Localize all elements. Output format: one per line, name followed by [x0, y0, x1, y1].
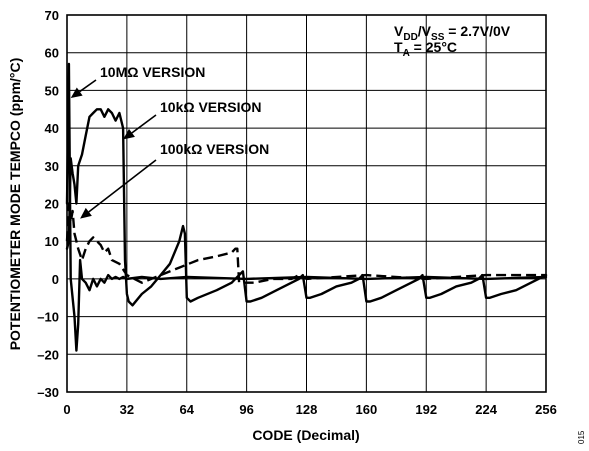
- y-tick-label: –30: [37, 385, 59, 400]
- y-axis-title: POTENTIOMETER MODE TEMPCO (ppm/°C): [7, 58, 23, 351]
- annotation-label: 10kΩ VERSION: [160, 99, 262, 115]
- cond-temp-value: = 25°C: [410, 39, 457, 55]
- annotations: 10MΩ VERSION 10kΩ VERSION 100kΩ VERSION: [70, 64, 269, 219]
- cond-ta: T: [394, 39, 403, 55]
- x-tick-label: 224: [475, 402, 497, 417]
- y-tick-labels: –30 –20 –10 0 10 20 30 40 50 60 70: [37, 8, 59, 400]
- x-tick-label: 0: [63, 402, 70, 417]
- cond-vdd: V: [394, 23, 404, 39]
- series-group: [65, 62, 548, 352]
- series-line-3: [65, 62, 548, 352]
- figure-id: 015: [577, 430, 586, 444]
- x-tick-label: 96: [239, 402, 253, 417]
- y-tick-label: 30: [45, 159, 59, 174]
- series-line-1: [65, 108, 548, 307]
- condition-temp: TA = 25°C: [394, 39, 457, 59]
- condition-supply: VDD/VSS = 2.7V/0V: [394, 23, 511, 43]
- x-axis-title: CODE (Decimal): [252, 427, 359, 443]
- x-tick-label: 32: [120, 402, 134, 417]
- cond-vss-sub: SS: [431, 32, 445, 43]
- plot-frame: [66, 14, 547, 393]
- y-tick-label: 70: [45, 8, 59, 23]
- x-tick-label: 192: [415, 402, 437, 417]
- y-tick-label: 20: [45, 197, 59, 212]
- y-tick-label: –20: [37, 347, 59, 362]
- y-tick-label: 10: [45, 234, 59, 249]
- cond-supply-value: = 2.7V/0V: [444, 23, 510, 39]
- annotation-arrow: [131, 114, 157, 134]
- x-tick-label: 128: [296, 402, 318, 417]
- x-tick-label: 160: [356, 402, 378, 417]
- annotation-label: 10MΩ VERSION: [100, 64, 205, 80]
- annotation-arrow: [88, 159, 157, 213]
- annotation-arrowhead: [123, 128, 135, 140]
- y-tick-label: 40: [45, 121, 59, 136]
- y-tick-label: 0: [52, 272, 59, 287]
- annotation-label: 100kΩ VERSION: [160, 141, 269, 157]
- annotation-arrowhead: [80, 207, 92, 219]
- cond-vss: /V: [418, 23, 432, 39]
- y-tick-label: –10: [37, 310, 59, 325]
- x-tick-label: 256: [535, 402, 557, 417]
- annotation-arrowhead: [70, 87, 83, 98]
- x-tick-label: 64: [180, 402, 195, 417]
- y-tick-label: 50: [45, 83, 59, 98]
- x-tick-labels: 0 32 64 96 128 160 192 224 256: [63, 402, 556, 417]
- cond-vdd-sub: DD: [403, 32, 417, 43]
- y-tick-label: 60: [45, 46, 59, 61]
- annotation-arrow: [79, 79, 97, 93]
- cond-ta-sub: A: [403, 48, 410, 59]
